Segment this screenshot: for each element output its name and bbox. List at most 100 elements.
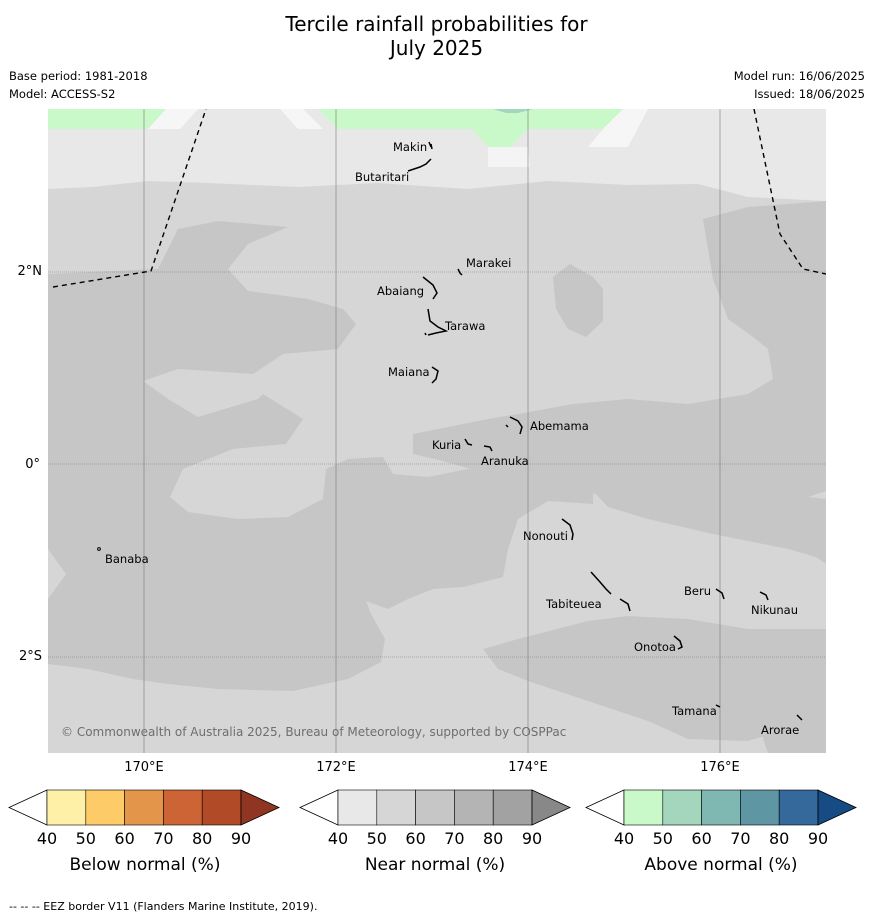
label-beru: Beru — [684, 584, 711, 598]
near-normal-60-west — [48, 221, 593, 691]
label-tabiteuea: Tabiteuea — [546, 597, 602, 611]
colorbar-tick-label: 70 — [730, 829, 751, 848]
colorbar-segment — [163, 789, 203, 826]
colorbar-over-triangle — [531, 789, 571, 826]
label-tamana: Tamana — [672, 704, 717, 718]
colorbar-tick-label: 60 — [405, 829, 426, 848]
marakei-island — [457, 268, 463, 276]
label-makin: Makin — [393, 140, 428, 154]
colorbar-tick-label: 70 — [153, 829, 174, 848]
label-abaiang: Abaiang — [377, 284, 425, 298]
label-maiana: Maiana — [388, 365, 430, 379]
nonouti-island — [561, 518, 574, 541]
meta-left: Base period: 1981-2018 Model: ACCESS-S2 — [9, 67, 148, 103]
tarawa-island — [424, 308, 449, 336]
near-normal-60-east — [413, 201, 826, 753]
colorbar-near-normal — [299, 789, 571, 826]
aranuka-island — [483, 445, 493, 452]
label-kuria: Kuria — [432, 438, 462, 452]
colorbar-segment — [701, 789, 741, 826]
lat-label-2s: 2°S — [18, 649, 42, 664]
lat-label-0: 0° — [25, 457, 40, 472]
nikunau-island — [759, 591, 769, 601]
colorbar-tick-label: 70 — [444, 829, 465, 848]
label-tarawa: Tarawa — [445, 319, 486, 333]
colorbar-over-triangle — [240, 789, 280, 826]
issued-date: Issued: 18/06/2025 — [754, 87, 865, 101]
colorbar-under-triangle — [299, 789, 339, 826]
above-normal-patch-north — [318, 109, 623, 147]
colorbar-over-triangle — [817, 789, 857, 826]
abaiang-island — [422, 276, 438, 300]
meta-right: Model run: 16/06/2025 Issued: 18/06/2025 — [734, 67, 865, 103]
colorbar-tick-label: 80 — [192, 829, 213, 848]
colorbar-tick-label: 40 — [613, 829, 635, 848]
banaba-island — [97, 547, 101, 551]
colorbar-tick-label: 90 — [230, 829, 252, 848]
colorbar-tick-label: 60 — [114, 829, 135, 848]
lon-label-170e: 170°E — [124, 760, 164, 775]
colorbar-below-normal — [8, 789, 280, 826]
maiana-island — [431, 366, 439, 384]
colorbar-tick-label: 50 — [652, 829, 673, 848]
lon-label-172e: 172°E — [316, 760, 356, 775]
model-run: Model run: 16/06/2025 — [733, 69, 865, 83]
lon-label-176e: 176°E — [700, 760, 740, 775]
gap-a — [148, 109, 198, 129]
label-onotoa: Onotoa — [634, 640, 676, 654]
colorbar-segment — [85, 789, 125, 826]
colorbar-segment — [376, 789, 416, 826]
model-name: Model: ACCESS-S2 — [9, 87, 116, 101]
tamana-island — [715, 704, 721, 708]
colorbar-segment — [415, 789, 455, 826]
colorbar-tick-label: 80 — [483, 829, 504, 848]
colorbar-above-normal — [585, 789, 857, 826]
beru-island — [715, 588, 725, 600]
colorbar-tick-label: 60 — [691, 829, 712, 848]
arorae-island — [796, 714, 803, 721]
colorbar-segment — [662, 789, 702, 826]
base-period: Base period: 1981-2018 — [9, 69, 148, 83]
gridlines — [48, 109, 826, 753]
colorbars — [8, 789, 857, 826]
gap-c — [588, 109, 648, 147]
colorbar-under-triangle — [585, 789, 625, 826]
label-nonouti: Nonouti — [523, 529, 568, 543]
colorbar-segment — [492, 789, 533, 826]
butaritari-island — [407, 158, 432, 172]
lon-label-174e: 174°E — [508, 760, 548, 775]
colorbar-segment — [740, 789, 780, 826]
tabiteuea-island — [590, 571, 631, 612]
copyright-notice: © Commonwealth of Australia 2025, Bureau… — [61, 725, 567, 739]
colorbar-segment — [778, 789, 819, 826]
colorbar-tick-label: 40 — [36, 829, 58, 848]
gap-b — [280, 109, 323, 129]
onotoa-island — [673, 635, 683, 650]
colorbar-segment — [454, 789, 494, 826]
label-butaritari: Butaritari — [355, 170, 410, 184]
label-banaba: Banaba — [105, 552, 149, 566]
makin-island — [428, 141, 433, 150]
kuria-island — [464, 438, 473, 446]
map-canvas — [48, 109, 826, 753]
near-normal-60-south — [483, 616, 826, 741]
colorbar-label-above: Above normal (%) — [644, 855, 798, 875]
title-line-2: July 2025 — [389, 36, 484, 60]
gap-d — [488, 147, 530, 167]
label-nikunau: Nikunau — [751, 603, 799, 617]
eez-border — [52, 109, 826, 288]
colorbar-tick-label: 50 — [75, 829, 96, 848]
island-outlines — [407, 141, 803, 721]
label-marakei: Marakei — [466, 256, 512, 270]
colorbar-tick-label: 80 — [769, 829, 790, 848]
colorbar-tick-label: 90 — [807, 829, 829, 848]
colorbar-segment — [201, 789, 242, 826]
lat-label-2n: 2°N — [17, 264, 43, 279]
near-normal-60-patch — [553, 264, 603, 337]
colorbar-segment — [623, 789, 664, 826]
colorbar-label-near: Near normal (%) — [364, 855, 506, 875]
colorbar-under-triangle — [8, 789, 48, 826]
colorbar-tick-label: 40 — [327, 829, 349, 848]
colorbar-segment — [337, 789, 378, 826]
title-line-1: Tercile rainfall probabilities for — [285, 12, 588, 36]
